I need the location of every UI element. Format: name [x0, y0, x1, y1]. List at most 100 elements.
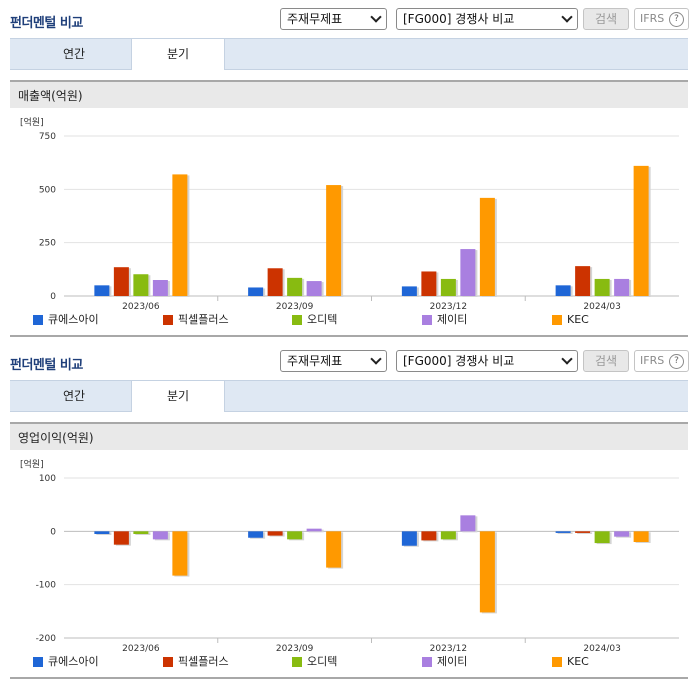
page-title: 펀더멘털 비교 [10, 358, 83, 373]
chevron-down-icon [370, 11, 382, 23]
tab-annual[interactable]: 연간 [62, 47, 86, 61]
bar-series-1-2024-03[interactable] [575, 266, 591, 296]
x-tick-label: 2024/03 [583, 302, 620, 310]
bar-series-1-2023-12[interactable] [421, 531, 437, 541]
compare-group-select[interactable]: [FG000] 경쟁사 비교 [396, 8, 578, 30]
bar-shadow [577, 532, 593, 534]
bar-series-3-2023-06[interactable] [152, 531, 168, 540]
bar-series-1-2024-03[interactable] [575, 531, 591, 533]
y-unit-label: [억원] [20, 458, 44, 470]
revenue-panel: 펀더멘털 비교 주재무제표 [FG000] 경쟁사 비교 검색 IFRS ? 연… [0, 0, 696, 337]
ifrs-button[interactable]: IFRS ? [634, 8, 689, 30]
chevron-down-icon [561, 11, 573, 23]
compare-group-select[interactable]: [FG000] 경쟁사 비교 [396, 350, 578, 372]
bar-kec-2023-09[interactable] [326, 185, 342, 296]
y-tick-label: -100 [36, 581, 57, 591]
y-tick-label: 0 [50, 527, 56, 537]
bar-series-0-2023-06[interactable] [94, 531, 110, 534]
legend-swatch [552, 657, 562, 667]
x-tick-label: 2024/03 [583, 644, 620, 652]
bar-shadow [557, 532, 573, 534]
legend-swatch [552, 315, 562, 325]
period-tabs: 연간 분기 [10, 38, 688, 70]
y-tick-label: 500 [39, 185, 56, 195]
legend-swatch [163, 657, 173, 667]
bar-series-0-2023-09[interactable] [248, 287, 264, 296]
revenue-chart: [억원] 750 500 250 0 2023/06 2023/09 2023/12 2024/… [20, 116, 679, 310]
x-tick-label: 2023/12 [430, 644, 467, 652]
bar-kec-2023-06[interactable] [172, 531, 188, 576]
operating-income-chart: [억원] 100 0 -100 -200 2023/06 2023/09 2023/12 202… [20, 458, 679, 652]
x-tick-label: 2023/12 [430, 302, 467, 310]
bar-series-0-2023-06[interactable] [94, 285, 110, 296]
statement-type-value: 주재무제표 [287, 354, 343, 368]
help-icon[interactable]: ? [669, 354, 684, 369]
y-unit-label: [억원] [20, 116, 44, 128]
divider [10, 335, 688, 337]
bar-kec-2023-06[interactable] [172, 174, 188, 296]
bar-series-1-2023-09[interactable] [267, 531, 283, 536]
panel-header: 펀더멘털 비교 주재무제표 [FG000] 경쟁사 비교 검색 IFRS ? [0, 342, 696, 378]
bar-series-2-2023-09[interactable] [287, 531, 303, 540]
y-tick-label: 100 [39, 474, 56, 484]
ifrs-button[interactable]: IFRS ? [634, 350, 689, 372]
bar-series-2-2023-06[interactable] [133, 274, 149, 296]
bar-series-3-2024-03[interactable] [614, 278, 630, 296]
bar-series-3-2023-09[interactable] [306, 281, 322, 296]
legend-label: 제이티 [437, 655, 468, 668]
chart-legend: 큐에스아이 픽셀플러스 오디텍 제이티 KEC [33, 313, 673, 327]
legend-swatch [292, 315, 302, 325]
tab-quarterly[interactable]: 분기 [131, 381, 225, 412]
bar-series-3-2023-06[interactable] [152, 280, 168, 296]
bar-series-2-2023-06[interactable] [133, 531, 149, 534]
bar-kec-2024-03[interactable] [633, 165, 649, 296]
search-button[interactable]: 검색 [583, 350, 629, 372]
bar-kec-2023-12[interactable] [479, 197, 495, 296]
bar-series-0-2024-03[interactable] [555, 531, 571, 533]
bar-kec-2023-12[interactable] [479, 531, 495, 613]
bar-series-1-2023-06[interactable] [113, 531, 129, 545]
chevron-down-icon [370, 353, 382, 365]
operating-income-panel: 펀더멘털 비교 주재무제표 [FG000] 경쟁사 비교 검색 IFRS ? 연… [0, 342, 696, 684]
bar-series-0-2024-03[interactable] [555, 285, 571, 296]
bar-series-2-2023-12[interactable] [440, 278, 456, 296]
legend-label: 오디텍 [307, 655, 338, 668]
tab-annual[interactable]: 연간 [62, 389, 86, 403]
legend-swatch [422, 315, 432, 325]
legend-swatch [292, 657, 302, 667]
bar-series-1-2023-09[interactable] [267, 268, 283, 296]
bar-series-3-2023-12[interactable] [460, 249, 476, 296]
panel-header: 펀더멘털 비교 주재무제표 [FG000] 경쟁사 비교 검색 IFRS ? [0, 0, 696, 36]
bar-series-1-2023-06[interactable] [113, 267, 129, 296]
bar-series-2-2024-03[interactable] [594, 278, 610, 296]
compare-group-value: [FG000] 경쟁사 비교 [403, 354, 515, 368]
bar-series-0-2023-12[interactable] [401, 531, 417, 546]
bar-kec-2023-09[interactable] [326, 531, 342, 568]
statement-type-select[interactable]: 주재무제표 [280, 8, 387, 30]
bar-series-0-2023-09[interactable] [248, 531, 264, 538]
bar-kec-2024-03[interactable] [633, 531, 649, 542]
bar-series-1-2023-12[interactable] [421, 271, 437, 296]
tab-quarterly[interactable]: 분기 [131, 39, 225, 70]
legend-swatch [33, 315, 43, 325]
help-icon[interactable]: ? [669, 12, 684, 27]
bar-series-0-2023-12[interactable] [401, 286, 417, 296]
bar-series-2-2024-03[interactable] [594, 531, 610, 544]
ifrs-label: IFRS [640, 354, 665, 367]
bar-series-3-2023-12[interactable] [460, 515, 476, 532]
legend-label: 제이티 [437, 313, 468, 326]
bar-series-2-2023-09[interactable] [287, 277, 303, 296]
bar-series-3-2023-09[interactable] [306, 528, 322, 532]
legend-swatch [33, 657, 43, 667]
x-tick-label: 2023/09 [276, 644, 314, 652]
search-button[interactable]: 검색 [583, 8, 629, 30]
legend-label: KEC [567, 655, 589, 668]
legend-label: 큐에스아이 [48, 313, 99, 326]
period-tabs: 연간 분기 [10, 380, 688, 412]
legend-label: 오디텍 [307, 313, 338, 326]
statement-type-select[interactable]: 주재무제표 [280, 350, 387, 372]
bar-series-3-2024-03[interactable] [614, 531, 630, 537]
ifrs-label: IFRS [640, 12, 665, 25]
divider [10, 677, 688, 679]
bar-series-2-2023-12[interactable] [440, 531, 456, 540]
